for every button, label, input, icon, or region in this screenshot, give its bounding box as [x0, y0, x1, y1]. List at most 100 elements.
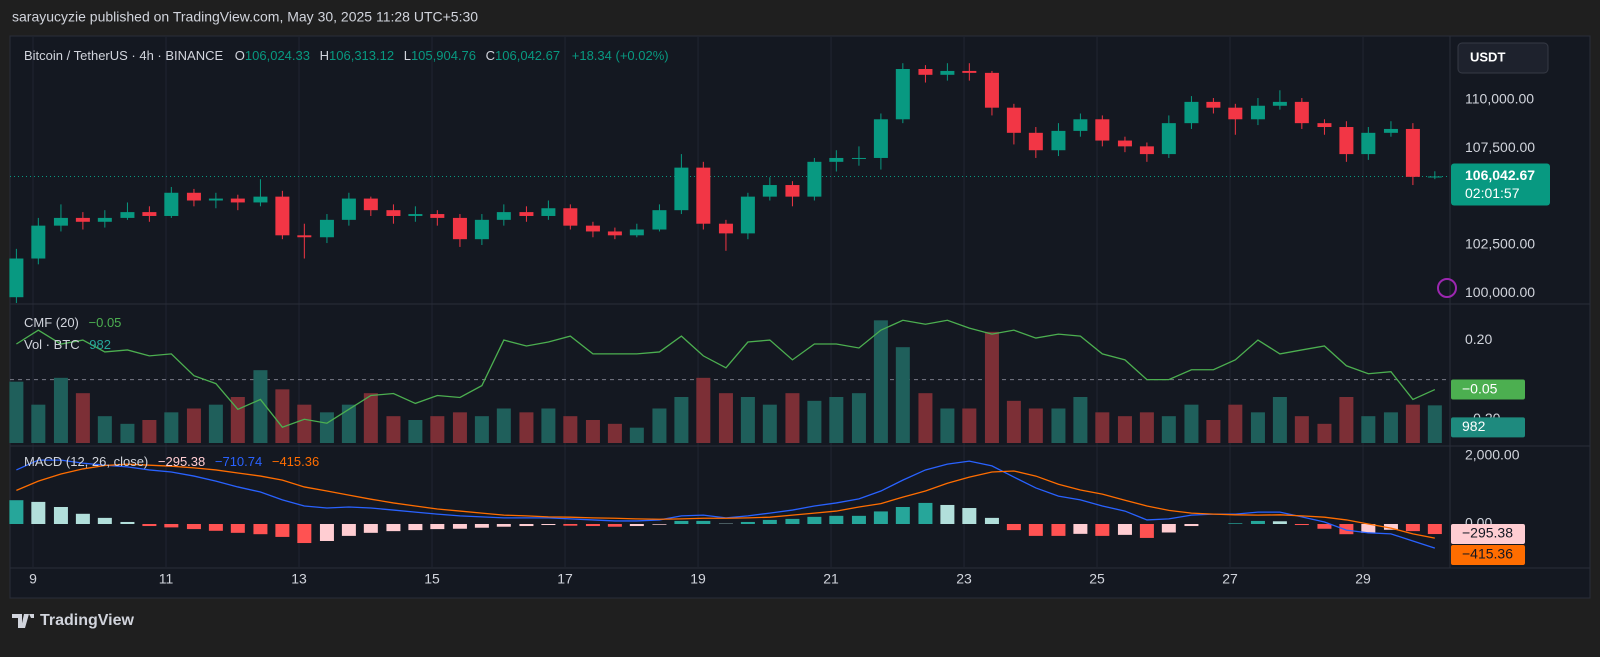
candle-body	[873, 119, 888, 158]
macd-histogram-bar	[1028, 523, 1043, 536]
x-tick-label: 17	[557, 571, 573, 587]
volume-bar	[97, 416, 112, 443]
candle-body	[1161, 123, 1176, 155]
volume-bar	[762, 404, 777, 443]
candle-body	[1184, 101, 1199, 124]
macd-hist-badge	[1451, 524, 1525, 545]
marks	[9, 63, 1442, 549]
x-tick-label: 15	[424, 571, 440, 587]
macd-histogram-bar	[75, 513, 90, 524]
macd-histogram-bar	[97, 517, 112, 524]
macd-histogram-bar	[895, 507, 910, 524]
y-tick-label: 110,000.00	[1465, 91, 1534, 107]
candle-body	[53, 217, 68, 226]
macd-histogram-bar	[962, 508, 977, 524]
x-tick-label: 9	[29, 571, 37, 587]
macd-histogram-bar	[31, 501, 46, 524]
macd-histogram-bar	[253, 523, 268, 535]
macd-histogram-bar	[918, 502, 933, 524]
macd-histogram-bar	[1317, 523, 1332, 529]
macd-histogram-bar	[1272, 521, 1287, 524]
macd-histogram-bar	[386, 523, 401, 532]
candle-body	[984, 72, 999, 108]
candle-body	[718, 223, 733, 234]
candle-body	[120, 212, 135, 218]
volume-bar	[319, 412, 334, 443]
volume-bar	[873, 320, 888, 443]
candle-body	[585, 225, 600, 232]
macd-hist-value: −295.38	[158, 454, 205, 469]
y-tick-label: 100,000.00	[1465, 284, 1535, 300]
volume-bar	[851, 393, 866, 443]
candle-body	[142, 212, 157, 216]
candle-body	[895, 69, 910, 120]
macd-histogram-bar	[186, 523, 201, 530]
ohlc-value: 106,042.67	[495, 48, 560, 63]
macd-histogram-bar	[208, 523, 223, 531]
candle-body	[607, 231, 622, 236]
chart-area	[9, 35, 1591, 599]
macd-histogram-bar	[940, 504, 955, 524]
volume-bar	[519, 412, 534, 443]
volume-bar	[629, 427, 644, 443]
y-tick-label: 107,500.00	[1465, 139, 1535, 155]
volume-bar	[541, 408, 556, 443]
macd-histogram-bar	[696, 520, 711, 524]
volume-bar	[120, 423, 135, 443]
macd-histogram-bar	[1339, 523, 1354, 535]
volume-bar	[718, 393, 733, 443]
volume-bar	[31, 404, 46, 443]
volume-bar	[740, 397, 755, 443]
y-tick-label: 102,500.00	[1465, 236, 1535, 252]
candle-body	[319, 219, 334, 238]
volume-bar	[474, 416, 489, 443]
y-tick-label: 0.20	[1465, 331, 1492, 347]
macd-histogram-bar	[1006, 523, 1021, 531]
macd-histogram-bar	[1184, 523, 1199, 527]
symbol: Bitcoin / TetherUS · 4h · BINANCE	[24, 48, 223, 63]
macd-histogram-bar	[785, 518, 800, 524]
candle-body	[208, 198, 223, 201]
volume-bar	[164, 412, 179, 443]
currency-button[interactable]	[1457, 42, 1549, 74]
volume-badge	[1451, 417, 1525, 438]
volume-bar	[75, 393, 90, 443]
legend: Bitcoin / TetherUS · 4h · BINANCE O106,0…	[24, 48, 669, 63]
brand: TradingView	[12, 612, 135, 629]
volume-bar	[1206, 420, 1221, 443]
volume-bar	[1339, 397, 1354, 443]
candle-body	[762, 185, 777, 197]
volume-bar	[1317, 423, 1332, 443]
volume-bar	[1405, 404, 1420, 443]
volume-bar	[253, 370, 268, 443]
volume-bar	[1051, 408, 1066, 443]
macd-histogram-bar	[1383, 523, 1398, 530]
candle-body	[1006, 107, 1021, 133]
alert-icon[interactable]	[1437, 278, 1457, 298]
candle-body	[230, 198, 245, 203]
candle-body	[829, 157, 844, 162]
macd-histogram-bar	[164, 523, 179, 528]
volume-bar	[496, 408, 511, 443]
volume-legend: Vol · BTC 982	[24, 337, 111, 352]
volume-badge-label: 982	[1462, 418, 1486, 434]
volume-bar	[363, 393, 378, 443]
macd-histogram-bar	[541, 523, 556, 526]
volume-bar	[1250, 412, 1265, 443]
candle-body	[275, 196, 290, 236]
candle-body	[9, 258, 24, 298]
candle-body	[1250, 105, 1265, 120]
volume-bar	[341, 404, 356, 443]
candle-body	[785, 185, 800, 197]
macd-histogram-bar	[762, 519, 777, 524]
volume-bar	[785, 393, 800, 443]
currency-label[interactable]: USDT	[1470, 49, 1505, 64]
candle-body	[341, 198, 356, 220]
candle-body	[740, 196, 755, 234]
volume-bar	[607, 423, 622, 443]
macd-histogram-bar	[452, 523, 467, 529]
macd-histogram-bar	[807, 516, 822, 524]
macd-signal-badge-label: −415.36	[1462, 546, 1513, 562]
macd-histogram-bar	[607, 523, 622, 527]
candle-body	[164, 192, 179, 216]
